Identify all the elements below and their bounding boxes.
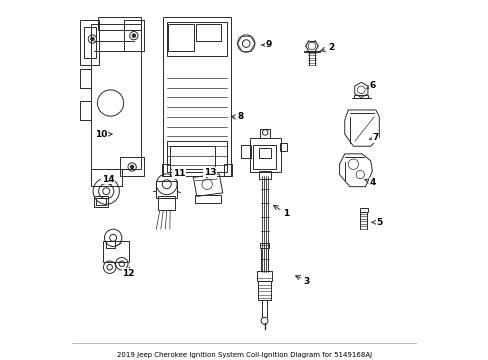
Bar	[256, 271, 272, 281]
Bar	[354, 95, 367, 98]
Bar	[166, 22, 227, 57]
Bar	[168, 23, 194, 51]
Bar	[102, 241, 128, 262]
Bar	[195, 195, 221, 203]
Circle shape	[90, 37, 94, 41]
Bar	[98, 17, 141, 31]
Bar	[123, 20, 144, 51]
Bar	[253, 144, 275, 169]
Bar	[80, 20, 99, 65]
Bar	[163, 17, 230, 176]
Bar	[249, 138, 280, 172]
Text: 8: 8	[230, 112, 244, 121]
Bar	[161, 163, 170, 176]
Bar	[156, 181, 177, 198]
Text: 4: 4	[364, 178, 375, 187]
Bar	[196, 23, 221, 41]
Circle shape	[132, 34, 135, 37]
Bar	[94, 196, 108, 207]
Bar	[170, 146, 215, 169]
Bar	[259, 148, 271, 158]
Text: 11: 11	[172, 170, 184, 179]
Text: 3: 3	[295, 276, 309, 285]
Bar	[106, 241, 115, 248]
Text: 2: 2	[320, 43, 333, 52]
Bar	[83, 27, 96, 58]
Text: 5: 5	[371, 218, 382, 227]
Bar	[260, 129, 270, 138]
Circle shape	[130, 165, 134, 169]
Text: 7: 7	[368, 133, 378, 142]
Text: 1: 1	[273, 205, 288, 218]
Bar	[80, 69, 90, 88]
Bar	[166, 141, 227, 172]
Bar	[279, 143, 287, 152]
Text: 2019 Jeep Cherokee Ignition System Coil-Ignition Diagram for 5149168AJ: 2019 Jeep Cherokee Ignition System Coil-…	[117, 352, 371, 358]
Text: 9: 9	[262, 40, 271, 49]
Bar	[359, 208, 367, 212]
Bar	[241, 144, 250, 158]
Bar	[224, 163, 232, 176]
Text: 10: 10	[95, 130, 112, 139]
Text: 6: 6	[366, 81, 375, 90]
Bar	[95, 198, 106, 205]
Bar	[259, 171, 271, 179]
Text: 12: 12	[122, 267, 135, 278]
Bar	[260, 243, 268, 248]
Bar	[120, 157, 144, 176]
Bar	[90, 23, 141, 169]
Text: 14: 14	[102, 175, 114, 184]
Text: 13: 13	[203, 168, 216, 177]
Bar	[80, 101, 90, 120]
Bar	[158, 196, 175, 210]
Bar	[258, 281, 270, 300]
